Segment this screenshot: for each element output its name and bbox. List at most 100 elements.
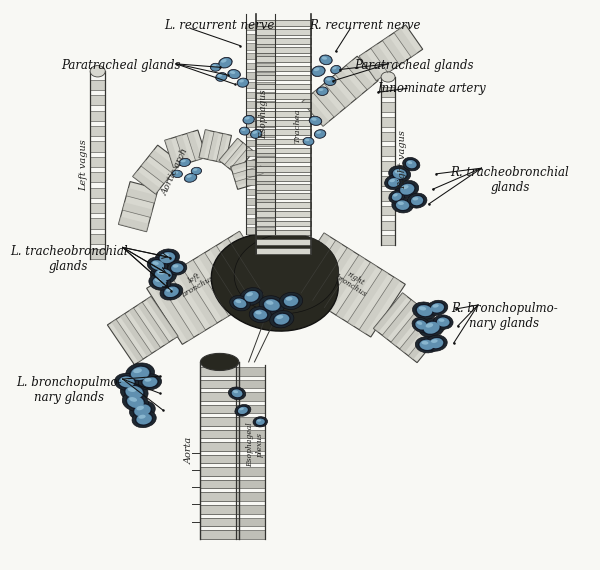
Polygon shape [236,442,265,451]
Ellipse shape [228,70,241,79]
Ellipse shape [253,417,268,427]
Polygon shape [219,139,254,173]
Polygon shape [200,530,239,539]
Ellipse shape [319,88,323,91]
Ellipse shape [431,303,440,308]
Polygon shape [230,158,265,189]
Polygon shape [236,405,265,413]
Polygon shape [126,188,157,203]
Ellipse shape [173,170,182,177]
Text: Paratracheal glands: Paratracheal glands [355,59,474,72]
Ellipse shape [151,260,164,270]
Polygon shape [256,66,311,71]
Ellipse shape [253,131,257,134]
Ellipse shape [389,179,395,182]
Ellipse shape [119,376,130,382]
Ellipse shape [388,178,400,187]
Ellipse shape [125,386,137,393]
Ellipse shape [142,377,153,382]
Ellipse shape [160,252,175,263]
Polygon shape [335,70,362,99]
Ellipse shape [311,66,325,76]
Polygon shape [133,145,181,194]
Ellipse shape [181,160,186,162]
Ellipse shape [231,389,243,398]
Ellipse shape [314,68,320,71]
Polygon shape [256,84,311,89]
Polygon shape [247,189,275,195]
Ellipse shape [230,71,235,74]
Ellipse shape [232,389,239,394]
Ellipse shape [320,55,332,65]
Ellipse shape [429,338,443,348]
Polygon shape [198,253,241,313]
Polygon shape [247,82,275,88]
Polygon shape [247,169,275,176]
Polygon shape [256,111,311,117]
Polygon shape [247,160,275,166]
Polygon shape [381,102,395,112]
Ellipse shape [326,78,331,81]
Ellipse shape [273,313,290,325]
Ellipse shape [392,197,413,213]
Polygon shape [302,56,378,126]
Polygon shape [346,60,373,89]
Polygon shape [90,203,105,213]
Ellipse shape [128,388,136,392]
Polygon shape [256,75,311,80]
Ellipse shape [416,304,433,317]
Ellipse shape [121,378,128,382]
Polygon shape [256,239,311,245]
Ellipse shape [419,319,444,337]
Ellipse shape [167,260,187,275]
Polygon shape [359,277,400,333]
Ellipse shape [150,259,165,271]
Ellipse shape [158,251,176,264]
Polygon shape [313,88,340,117]
Ellipse shape [311,117,317,121]
Ellipse shape [310,117,321,125]
Polygon shape [175,267,217,327]
Ellipse shape [241,128,245,131]
Ellipse shape [284,295,294,302]
Ellipse shape [211,233,338,331]
Ellipse shape [392,193,401,201]
Ellipse shape [284,296,298,306]
Polygon shape [256,93,311,99]
Polygon shape [236,492,265,501]
Ellipse shape [174,172,178,174]
Polygon shape [146,231,275,344]
Ellipse shape [437,317,449,327]
Polygon shape [247,121,275,127]
Ellipse shape [235,300,241,303]
Polygon shape [256,29,311,35]
Ellipse shape [419,340,430,345]
Polygon shape [381,221,395,230]
Ellipse shape [407,193,427,208]
Ellipse shape [211,64,220,71]
Ellipse shape [235,405,251,416]
Ellipse shape [320,55,331,64]
Ellipse shape [239,79,244,83]
Ellipse shape [147,258,168,272]
Polygon shape [235,173,265,186]
Polygon shape [230,147,251,172]
Ellipse shape [419,339,435,351]
Ellipse shape [134,404,146,411]
Polygon shape [382,300,416,339]
Ellipse shape [240,128,249,135]
Polygon shape [359,25,423,80]
Ellipse shape [237,78,248,87]
Ellipse shape [253,310,263,315]
Polygon shape [187,260,229,320]
Polygon shape [236,417,265,426]
Ellipse shape [433,304,439,308]
Ellipse shape [230,296,250,311]
Polygon shape [256,202,311,208]
Ellipse shape [317,87,328,95]
Ellipse shape [157,270,165,275]
Polygon shape [247,101,275,108]
Polygon shape [107,296,178,365]
Ellipse shape [255,418,265,425]
Polygon shape [256,193,311,199]
